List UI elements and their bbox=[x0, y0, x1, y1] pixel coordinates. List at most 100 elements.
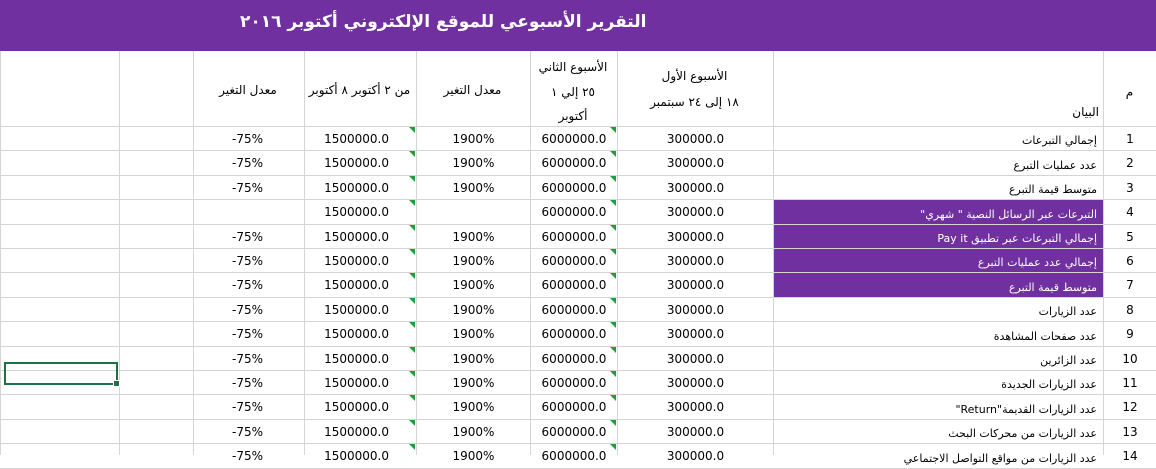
cell-week2[interactable]: 6000000.0 bbox=[541, 351, 607, 366]
cell-week2[interactable]: 6000000.0 bbox=[541, 302, 607, 317]
cell-week3[interactable]: 1500000.0 bbox=[324, 449, 389, 463]
cell-week2[interactable]: 6000000.0 bbox=[541, 229, 607, 244]
cell-rate2[interactable] bbox=[194, 200, 304, 224]
cell-rate1[interactable]: 1900% bbox=[452, 302, 495, 317]
cell-rate2[interactable]: -75% bbox=[232, 375, 264, 390]
cell-week2[interactable]: 6000000.0 bbox=[541, 253, 607, 268]
cell-rate2[interactable]: -75% bbox=[232, 327, 264, 341]
cell-rate2[interactable]: -75% bbox=[232, 180, 264, 195]
cell-week1[interactable]: 300000.0 bbox=[666, 424, 725, 439]
cell-rate1[interactable] bbox=[417, 200, 530, 224]
cell-week3[interactable]: 1500000.0 bbox=[324, 205, 389, 219]
cell-num[interactable]: 14 bbox=[1122, 449, 1138, 463]
cell-rate2[interactable]: -75% bbox=[232, 351, 264, 366]
cell-label[interactable]: عدد الزائرين bbox=[1040, 354, 1097, 367]
cell-week1[interactable]: 300000.0 bbox=[666, 156, 725, 170]
cell-rate1[interactable]: 1900% bbox=[452, 424, 495, 439]
cell-week1[interactable]: 300000.0 bbox=[666, 205, 725, 219]
header-week2-line3[interactable]: أكتوبر bbox=[558, 109, 588, 123]
cell-week2[interactable]: 6000000.0 bbox=[541, 180, 607, 195]
cell-rate1[interactable]: 1900% bbox=[452, 131, 495, 146]
cell-week3[interactable]: 1500000.0 bbox=[324, 180, 389, 195]
cell-num[interactable]: 1 bbox=[1126, 131, 1134, 146]
cell-rate2[interactable]: -75% bbox=[232, 278, 264, 292]
header-week3[interactable]: من ٢ أكتوبر ٨ أكتوبر bbox=[308, 83, 411, 97]
cell-rate2[interactable]: -75% bbox=[232, 400, 264, 414]
header-label[interactable]: البيان bbox=[1072, 105, 1099, 119]
cell-week3[interactable]: 1500000.0 bbox=[324, 400, 389, 414]
cell-label[interactable]: عدد صفحات المشاهدة bbox=[993, 329, 1097, 343]
cell-rate2[interactable]: -75% bbox=[232, 156, 264, 170]
cell-label[interactable]: متوسط قيمة التبرع bbox=[774, 273, 1103, 297]
cell-week3[interactable]: 1500000.0 bbox=[324, 278, 389, 292]
cell-num[interactable]: 9 bbox=[1126, 327, 1134, 341]
header-rate1[interactable]: معدل التغير bbox=[443, 83, 502, 97]
cell-label[interactable]: عدد الزيارات من محركات البحث bbox=[948, 427, 1097, 440]
cell-week2[interactable]: 6000000.0 bbox=[541, 449, 607, 463]
cell-num[interactable]: 12 bbox=[1122, 400, 1138, 414]
cell-week3[interactable]: 1500000.0 bbox=[324, 229, 389, 244]
cell-week3[interactable]: 1500000.0 bbox=[324, 351, 389, 366]
cell-rate1[interactable]: 1900% bbox=[452, 229, 495, 244]
cell-num[interactable]: 6 bbox=[1126, 253, 1134, 268]
cell-rate1[interactable]: 1900% bbox=[452, 400, 495, 414]
cell-week1[interactable]: 300000.0 bbox=[666, 278, 725, 292]
header-week2-line1[interactable]: الأسبوع الثاني bbox=[538, 60, 608, 74]
cell-week3[interactable]: 1500000.0 bbox=[324, 302, 389, 317]
cell-label[interactable]: إجمالي التبرعات عبر تطبيق Pay it bbox=[774, 225, 1103, 248]
cell-rate1[interactable]: 1900% bbox=[452, 351, 495, 366]
cell-rate1[interactable]: 1900% bbox=[452, 375, 495, 390]
cell-num[interactable]: 7 bbox=[1126, 278, 1134, 292]
cell-week1[interactable]: 300000.0 bbox=[666, 253, 725, 268]
cell-label[interactable]: عدد الزيارات الجديدة bbox=[1001, 378, 1097, 391]
cell-week1[interactable]: 300000.0 bbox=[666, 375, 725, 390]
cell-week3[interactable]: 1500000.0 bbox=[324, 156, 389, 170]
cell-week2[interactable]: 6000000.0 bbox=[541, 327, 607, 341]
cell-num[interactable]: 3 bbox=[1126, 180, 1134, 195]
cell-num[interactable]: 2 bbox=[1126, 156, 1134, 170]
cell-rate1[interactable]: 1900% bbox=[452, 156, 495, 170]
cell-week1[interactable]: 300000.0 bbox=[666, 449, 725, 463]
cell-label[interactable]: عدد الزيارات القديمة"Return" bbox=[955, 402, 1097, 416]
cell-rate2[interactable]: -75% bbox=[232, 449, 264, 463]
cell-week3[interactable]: 1500000.0 bbox=[324, 424, 389, 439]
cell-num[interactable]: 11 bbox=[1122, 375, 1138, 390]
cell-week1[interactable]: 300000.0 bbox=[666, 180, 725, 195]
header-week1-title[interactable]: الأسبوع الأول bbox=[661, 69, 728, 83]
cell-rate2[interactable]: -75% bbox=[232, 424, 264, 439]
cell-num[interactable]: 8 bbox=[1126, 302, 1134, 317]
cell-week3[interactable]: 1500000.0 bbox=[324, 131, 389, 146]
cell-week2[interactable]: 6000000.0 bbox=[541, 424, 607, 439]
cell-week3[interactable]: 1500000.0 bbox=[324, 375, 389, 390]
cell-label[interactable]: إجمالي عدد عمليات التبرع bbox=[774, 249, 1103, 272]
cell-label[interactable]: عدد الزيارات bbox=[1038, 305, 1097, 318]
cell-week2[interactable]: 6000000.0 bbox=[541, 278, 607, 292]
cell-num[interactable]: 4 bbox=[1126, 205, 1134, 219]
cell-rate2[interactable]: -75% bbox=[232, 229, 264, 244]
cell-week2[interactable]: 6000000.0 bbox=[541, 156, 607, 170]
selected-cell[interactable] bbox=[4, 362, 120, 387]
cell-num[interactable]: 10 bbox=[1122, 351, 1138, 366]
cell-num[interactable]: 5 bbox=[1126, 229, 1134, 244]
cell-rate1[interactable]: 1900% bbox=[452, 449, 495, 463]
cell-rate2[interactable]: -75% bbox=[232, 302, 264, 317]
cell-label[interactable]: متوسط قيمة التبرع bbox=[1008, 183, 1097, 196]
cell-week2[interactable]: 6000000.0 bbox=[541, 205, 607, 219]
cell-num[interactable]: 13 bbox=[1122, 424, 1138, 439]
cell-week2[interactable]: 6000000.0 bbox=[541, 131, 607, 146]
cell-rate1[interactable]: 1900% bbox=[452, 180, 495, 195]
cell-rate1[interactable]: 1900% bbox=[452, 253, 495, 268]
header-week2-line2[interactable]: ٢٥ إلي ١ bbox=[551, 85, 595, 99]
cell-week1[interactable]: 300000.0 bbox=[666, 327, 725, 341]
header-rate2[interactable]: معدل التغير bbox=[219, 83, 277, 97]
cell-week1[interactable]: 300000.0 bbox=[666, 400, 725, 414]
cell-label[interactable]: عدد الزيارات من مواقع التواصل الاجتماعي bbox=[903, 451, 1097, 465]
cell-rate2[interactable]: -75% bbox=[232, 253, 264, 268]
header-num[interactable]: م bbox=[1125, 85, 1134, 99]
cell-week2[interactable]: 6000000.0 bbox=[541, 400, 607, 414]
cell-rate2[interactable]: -75% bbox=[232, 131, 264, 146]
header-week1-range[interactable]: ١٨ إلى ٢٤ سبتمبر bbox=[650, 95, 739, 109]
cell-week1[interactable]: 300000.0 bbox=[666, 351, 725, 366]
cell-rate1[interactable]: 1900% bbox=[452, 278, 495, 292]
